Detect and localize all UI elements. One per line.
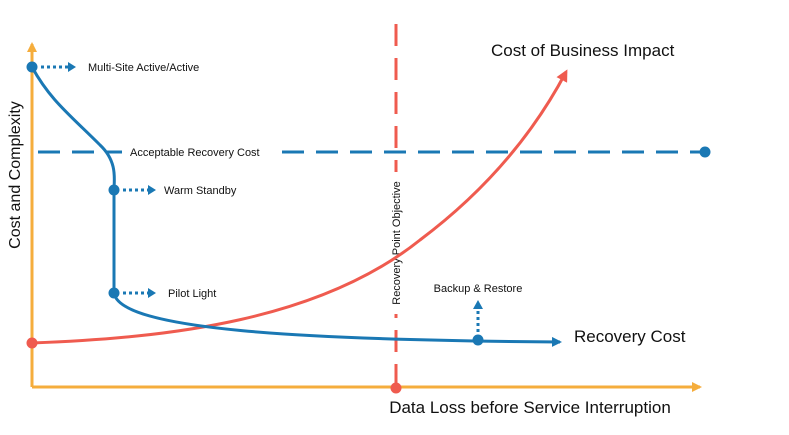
- dotted-arrow-icon: [41, 62, 76, 72]
- business-impact-start-point: [26, 337, 38, 349]
- strategy-label-multi-site: Multi-Site Active/Active: [88, 62, 199, 74]
- rpo-label-backdrop: [388, 172, 404, 314]
- warm-standby-point: [108, 184, 120, 196]
- strategy-label-backup-restore: Backup & Restore: [434, 283, 523, 295]
- dotted-arrow-icon: [123, 185, 156, 195]
- dotted-arrow-icon: [473, 300, 483, 332]
- business-impact-curve: [31, 69, 568, 345]
- x-axis-label: Data Loss before Service Interruption: [389, 398, 671, 417]
- strategy-label-warm-standby: Warm Standby: [164, 185, 237, 197]
- recovery-point-objective-label: Recovery Point Objective: [391, 181, 403, 305]
- acceptable-recovery-cost-label: Acceptable Recovery Cost: [130, 147, 260, 159]
- multi-site-point: [26, 61, 38, 73]
- business-impact-label: Cost of Business Impact: [491, 41, 675, 60]
- recovery-cost-label: Recovery Cost: [574, 327, 686, 346]
- rpo-axis-marker: [390, 382, 402, 394]
- backup-restore-point: [472, 334, 484, 346]
- strategy-label-pilot-light: Pilot Light: [168, 288, 216, 300]
- dotted-arrow-icon: [123, 288, 156, 298]
- recovery-cost-curve: [30, 66, 562, 347]
- y-axis-label: Cost and Complexity: [7, 101, 24, 249]
- pilot-light-point: [108, 287, 120, 299]
- acceptable-recovery-cost-endpoint: [699, 146, 711, 158]
